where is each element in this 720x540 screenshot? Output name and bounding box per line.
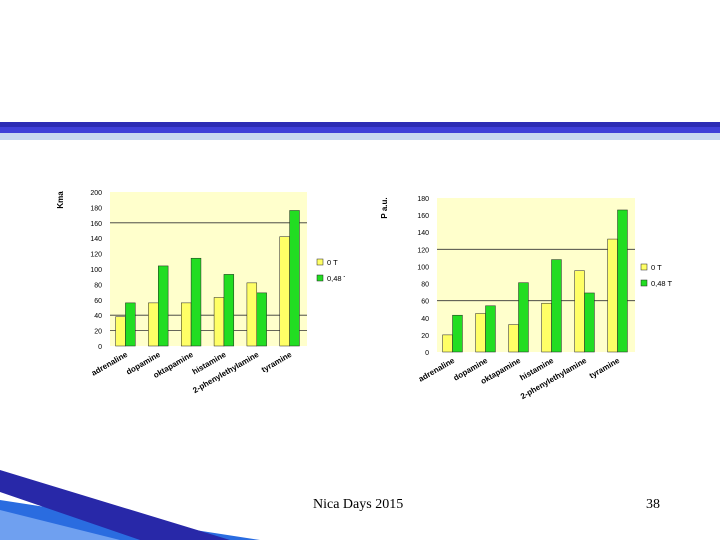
c0-bar-0T xyxy=(148,302,159,347)
c0-bar-048T xyxy=(190,257,202,347)
c1-y-tick-label: 140 xyxy=(417,230,429,237)
c0-y-tick-label: 80 xyxy=(94,282,102,289)
c0-bar-0T xyxy=(213,297,225,347)
c0-y-tick-label: 0 xyxy=(98,344,102,351)
c0-y-tick-label: 20 xyxy=(94,329,102,336)
header-band-mid xyxy=(0,127,720,133)
header-band-dark xyxy=(0,122,720,127)
c0-y-tick-label: 100 xyxy=(90,267,102,274)
c0-y-tick-label: 140 xyxy=(90,236,102,243)
c0-bar-0T xyxy=(180,302,192,347)
c1-bar-0T xyxy=(541,302,552,353)
c0-bar-048T xyxy=(158,265,169,347)
c1-bar-048T xyxy=(584,292,595,353)
c1-legend-swatch xyxy=(640,263,648,271)
c1-y-tick-label: 40 xyxy=(421,316,429,323)
c0-bar-048T xyxy=(125,302,136,347)
c1-bar-048T xyxy=(485,305,496,353)
c1-bar-0T xyxy=(607,238,618,353)
page-number: 38 xyxy=(646,497,660,512)
c0-y-tick-label: 200 xyxy=(90,190,102,197)
c1-y-tick-label: 60 xyxy=(421,299,429,306)
c0-y-tick-label: 160 xyxy=(90,221,102,228)
c1-y-tick-label: 80 xyxy=(421,282,429,289)
c1-legend-swatch xyxy=(640,279,648,287)
footer-left-text: Nica Days 2015 xyxy=(313,497,404,512)
c1-bar-048T xyxy=(452,314,463,353)
c0-legend-label: 0,48 T xyxy=(327,274,345,283)
c1-y-tick-label: 0 xyxy=(425,350,429,357)
c1-bar-0T xyxy=(574,270,585,353)
left-bar-chart: Kma 0 20 40 60 80 100 120 140 160 180 200 adrenaline… xyxy=(56,190,345,395)
c0-bar-0T xyxy=(115,316,126,347)
c0-bar-048T xyxy=(223,274,235,347)
c0-plot-area xyxy=(110,192,307,346)
c1-y-tick-label: 160 xyxy=(417,213,429,220)
c1-plot-area xyxy=(437,198,635,352)
right-bar-chart: P a.u. 0 20 40 60 80 100 120 140 160 180 adrenaline… xyxy=(380,196,673,401)
corner-decoration xyxy=(0,470,260,540)
c1-bar-048T xyxy=(551,259,562,353)
c1-bar-048T xyxy=(518,282,529,353)
c0-bar-0T xyxy=(246,282,258,347)
c1-y-tick-label: 100 xyxy=(417,264,429,271)
c1-bar-0T xyxy=(508,324,519,353)
c0-bar-0T xyxy=(279,236,290,347)
header-band-light xyxy=(0,133,720,140)
c1-legend-label: 0 T xyxy=(651,263,662,272)
c1-y-tick-label: 20 xyxy=(421,333,429,340)
c0-y-tick-label: 40 xyxy=(94,313,102,320)
c0-legend-swatch xyxy=(316,274,324,282)
c1-bar-048T xyxy=(617,209,628,353)
c0-y-tick-label: 60 xyxy=(94,298,102,305)
c0-bar-048T xyxy=(256,292,267,347)
c0-x-tick-label: adrenaline xyxy=(90,350,130,378)
c1-y-tick-label: 120 xyxy=(417,247,429,254)
c0-legend-label: 0 T xyxy=(327,258,338,267)
c0-y-axis-label: Kma xyxy=(56,191,65,209)
c1-y-axis-label: P a.u. xyxy=(380,197,389,218)
c1-x-tick-label: adrenaline xyxy=(417,356,457,384)
c0-legend-swatch xyxy=(316,258,324,266)
c1-y-tick-label: 180 xyxy=(417,196,429,203)
c0-bar-048T xyxy=(289,210,300,347)
c1-x-tick-label: tyramine xyxy=(588,356,622,381)
c0-y-tick-label: 180 xyxy=(90,205,102,212)
c1-legend-label: 0,48 T xyxy=(651,279,673,288)
c1-bar-0T xyxy=(442,334,453,353)
c1-bar-0T xyxy=(475,313,486,353)
c0-y-tick-label: 120 xyxy=(90,252,102,259)
c0-x-tick-label: tyramine xyxy=(260,350,294,375)
